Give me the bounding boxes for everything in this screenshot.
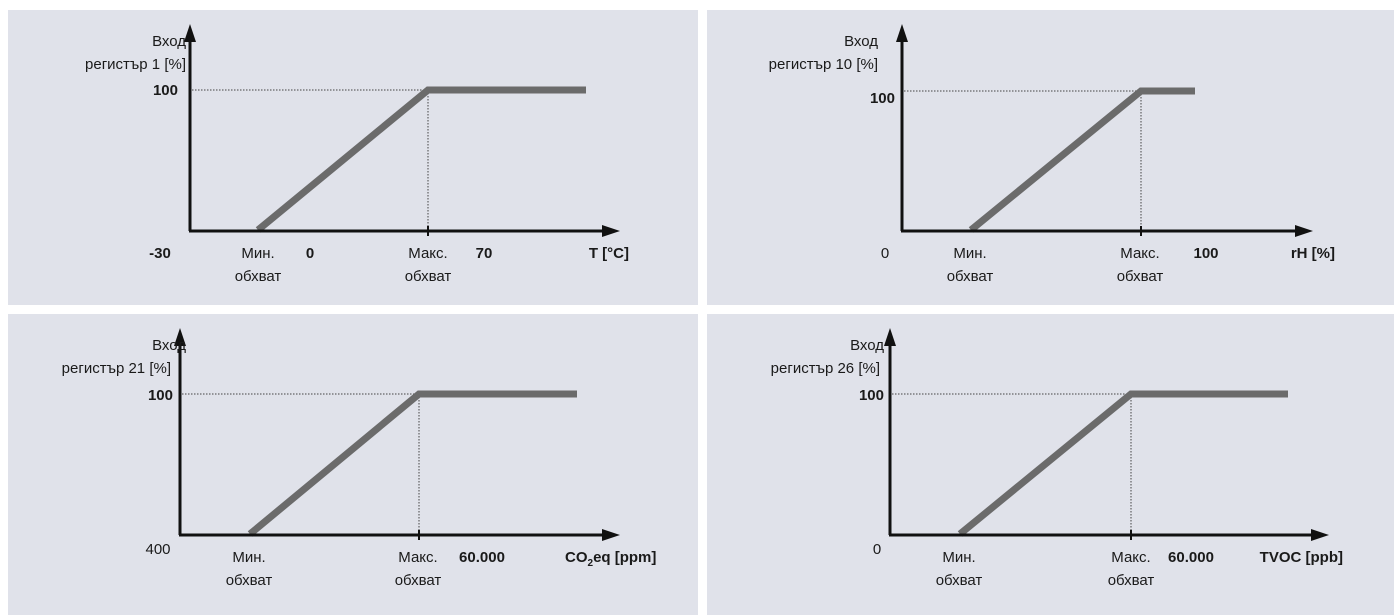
x-tick-origin: -30 [149,245,171,262]
x-axis-unit: TVOC [ppb] [1260,549,1343,566]
x-axis-unit: CO2eq [ppm] [565,549,656,569]
y-axis-label-line2: регистър 10 [%] [769,56,878,73]
x-label-max-line1: Макс. [1111,549,1150,566]
y-tick-100: 100 [153,82,178,99]
chart-panel-humidity: Вход регистър 10 [%] 100 0 Мин. обхват М… [707,10,1394,305]
x-axis-unit-main: CO [565,549,588,566]
chart-tvoc: Вход регистър 26 [%] 100 0 Мин. обхват М… [771,328,1343,589]
characteristic-line [255,86,586,233]
x-label-max-line2: обхват [405,268,452,285]
chart-panel-temperature: Вход регистър 1 [%] 100 -30 Мин. обхват … [8,10,698,305]
y-axis-label-line1: Вход [152,33,186,50]
x-label-max-line1: Макс. [1120,245,1159,262]
y-tick-100: 100 [870,90,895,107]
x-axis-arrow [1295,225,1313,237]
x-label-min-line2: обхват [226,572,273,589]
x-label-min-line1: Мин. [953,245,986,262]
x-label-min-line1: Мин. [942,549,975,566]
x-label-max-line2: обхват [395,572,442,589]
y-tick-100: 100 [148,387,173,404]
chart-panel-co2: Вход регистър 21 [%] 100 400 Мин. обхват… [8,314,698,615]
x-label-max-line2: обхват [1108,572,1155,589]
y-axis-label-line1: Вход [844,33,878,50]
characteristic-line [957,390,1288,537]
x-axis-arrow [602,225,620,237]
y-tick-100: 100 [859,387,884,404]
x-label-max-line2: обхват [1117,268,1164,285]
x-label-min-line1: Мин. [232,549,265,566]
y-axis-label-line2: регистър 26 [%] [771,360,880,377]
x-tick-end: 70 [476,245,493,262]
x-tick-end: 60.000 [1168,549,1214,566]
x-axis-unit-rest: eq [ppm] [593,549,656,566]
x-axis-arrow [602,529,620,541]
y-axis-arrow [896,24,908,42]
characteristic-line [247,390,577,537]
x-label-min-line1: Мин. [241,245,274,262]
x-axis-unit-sub: 2 [588,558,594,569]
y-axis-arrow [184,24,196,42]
x-tick-origin: 400 [145,541,170,558]
y-axis-arrow [174,328,186,346]
chart-co2: Вход регистър 21 [%] 100 400 Мин. обхват… [62,328,656,589]
x-label-min-line2: обхват [947,268,994,285]
x-label-max-line1: Макс. [398,549,437,566]
x-tick-origin: 0 [873,541,881,558]
chart-temperature: Вход регистър 1 [%] 100 -30 Мин. обхват … [85,24,629,285]
y-axis-label-line2: регистър 21 [%] [62,360,171,377]
x-label-max-line1: Макс. [408,245,447,262]
x-label-min-line2: обхват [235,268,282,285]
x-label-min-line2: обхват [936,572,983,589]
x-tick-zero: 0 [306,245,314,262]
x-tick-end: 100 [1193,245,1218,262]
x-tick-origin: 0 [881,245,889,262]
chart-panel-tvoc: Вход регистър 26 [%] 100 0 Мин. обхват М… [707,314,1394,615]
chart-humidity: Вход регистър 10 [%] 100 0 Мин. обхват М… [769,24,1335,285]
y-axis-label-line1: Вход [152,337,186,354]
x-tick-end: 60.000 [459,549,505,566]
y-axis-label-line1: Вход [850,337,884,354]
y-axis-arrow [884,328,896,346]
x-axis-arrow [1311,529,1329,541]
x-axis-unit: rH [%] [1291,245,1335,262]
characteristic-line [968,87,1195,233]
y-axis-label-line2: регистър 1 [%] [85,56,186,73]
x-axis-unit: T [°C] [589,245,629,262]
